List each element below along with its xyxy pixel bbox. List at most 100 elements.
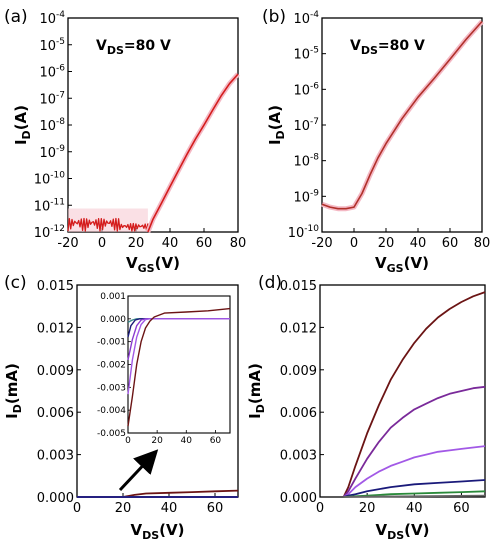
x-axis-label-sub: GS	[138, 262, 155, 275]
panel-label: (d)	[258, 273, 282, 293]
inset-y-tick-label: -0.001	[97, 338, 126, 348]
vds-annotation-main: V	[350, 38, 361, 54]
inset-plot: 0.001 0.000 -0.001 -0.002 -0.003 -0.004 -0.005…	[97, 292, 231, 446]
y-tick-label: 10-4	[39, 10, 65, 27]
vds-annotation-tail: =80 V	[124, 38, 171, 54]
x-tick-label: 0	[73, 501, 81, 516]
y-tick-label: 0.000	[37, 491, 74, 506]
x-axis-label-sub: DS	[387, 529, 404, 542]
x-tick-label: 20	[115, 501, 132, 516]
y-tick-label: 10-8	[39, 117, 65, 134]
y-tick-base: 10	[293, 83, 310, 98]
y-tick-base: 10	[39, 39, 56, 54]
y-tick-label: 0.003	[37, 449, 74, 464]
vds-annotation-sub: DS	[361, 44, 378, 57]
vds-annotation-sub: DS	[107, 44, 124, 57]
y-tick-label: 10-9	[39, 144, 65, 161]
x-tick-label: 40	[162, 236, 179, 251]
y-tick-exponent: -11	[50, 197, 65, 207]
x-axis-label-tail: (V)	[155, 254, 180, 272]
y-tick-label: 0.009	[280, 364, 317, 379]
inset-y-tick-label: -0.002	[97, 361, 126, 371]
y-tick-label: 10-5	[39, 37, 65, 54]
y-axis-label-main: I	[266, 139, 284, 145]
x-tick-label: 0	[316, 501, 324, 516]
y-axis-label-sub: D	[274, 130, 287, 139]
y-axis-label-sub: D	[20, 130, 33, 139]
x-axis-label-main: V	[126, 254, 138, 272]
y-tick-base: 10	[293, 12, 310, 27]
y-tick-label: 10-4	[293, 10, 319, 27]
inset-x-tick-label: 60	[210, 436, 222, 446]
x-axis-label-main: V	[131, 521, 143, 539]
x-tick-label: 20	[359, 501, 376, 516]
x-axis-label-tail: (V)	[159, 521, 184, 539]
y-tick-exponent: -10	[304, 224, 319, 234]
y-axis-label: ID(mA)	[246, 363, 267, 419]
x-tick-label: -20	[311, 236, 332, 251]
series-line	[321, 20, 483, 210]
series-line	[77, 489, 239, 498]
x-tick-label: 60	[207, 501, 224, 516]
inset-y-tick-label: -0.004	[97, 406, 126, 416]
y-tick-label: 0.009	[37, 364, 74, 379]
y-tick-exponent: -6	[56, 64, 65, 74]
x-tick-label: 20	[378, 236, 395, 251]
x-axis-label-tail: (V)	[404, 254, 429, 272]
y-axis-label: ID(A)	[266, 105, 287, 145]
x-axis-label: VGS(V)	[126, 254, 180, 275]
y-axis-label: ID(mA)	[3, 363, 24, 419]
y-tick-label: 10-9	[293, 188, 319, 205]
y-tick-base: 10	[293, 48, 310, 63]
inset-y-tick-label: -0.003	[97, 383, 126, 393]
x-tick-label: 0	[98, 236, 106, 251]
x-tick-label: 60	[442, 236, 459, 251]
y-tick-base: 10	[293, 155, 310, 170]
y-tick-label: 0.006	[37, 406, 74, 421]
series-noise-line	[67, 217, 149, 232]
y-axis-label-tail: (mA)	[246, 363, 264, 404]
y-axis-label-tail: (mA)	[3, 363, 21, 404]
y-tick-label: 10-10	[288, 224, 320, 241]
x-tick-label: 40	[161, 501, 178, 516]
inset-series-line	[127, 318, 230, 395]
y-axis-label-sub: D	[254, 404, 267, 413]
vds-annotation-tail: =80 V	[378, 38, 425, 54]
y-tick-base: 10	[293, 119, 310, 134]
y-tick-exponent: -5	[310, 46, 319, 56]
y-tick-base: 10	[39, 146, 56, 161]
y-tick-base: 10	[293, 190, 310, 205]
panel-d: 0.000 0.003 0.006 0.009 0.012 0.015 0 20 40 60 VDS…	[246, 273, 486, 542]
y-tick-base: 10	[39, 92, 56, 107]
x-tick-label: 60	[196, 236, 213, 251]
y-tick-label: 10-8	[293, 153, 319, 170]
series-line	[343, 479, 486, 498]
y-tick-base: 10	[34, 173, 51, 188]
inset-x-tick-label: 20	[151, 436, 163, 446]
x-tick-label: 0	[350, 236, 358, 251]
y-tick-label: 0.000	[280, 491, 317, 506]
y-tick-label: 10-11	[34, 197, 65, 214]
y-tick-exponent: -9	[56, 144, 65, 154]
y-tick-exponent: -4	[310, 10, 319, 20]
vds-annotation: VDS=80 V	[350, 38, 425, 57]
y-tick-exponent: -4	[56, 10, 65, 20]
y-tick-exponent: -7	[56, 90, 65, 100]
series-line	[342, 385, 486, 498]
noise-halo	[68, 208, 148, 232]
inset-x-tick-label: 40	[181, 436, 193, 446]
x-axis-label: VGS(V)	[375, 254, 429, 275]
x-axis-label-sub: DS	[142, 529, 159, 542]
inset-y-tick-label: -0.005	[97, 429, 126, 439]
y-tick-label: 10-6	[293, 81, 319, 98]
inset-y-tick-label: 0.001	[100, 292, 126, 302]
inset-x-tick-label: 0	[125, 436, 131, 446]
series-halo	[145, 72, 240, 233]
y-tick-exponent: -9	[310, 188, 319, 198]
y-tick-label: 0.015	[37, 279, 74, 294]
vds-annotation: VDS=80 V	[96, 38, 171, 57]
x-tick-label: 20	[128, 236, 145, 251]
y-tick-label: 0.015	[280, 279, 317, 294]
inset-series-line	[127, 307, 231, 427]
